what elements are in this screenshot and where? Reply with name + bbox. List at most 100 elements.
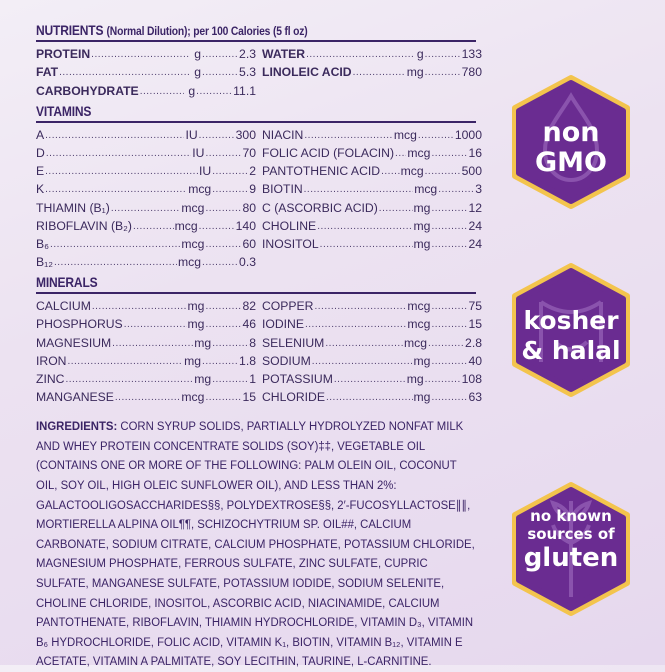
leader-dots [425,164,461,179]
nutrient-name: SELENIUM [262,335,325,350]
leader-dots [431,354,467,369]
leader-dots [431,219,467,234]
nutrient-row: BIOTIN mcg 3 [262,179,482,197]
nutrient-name: PHOSPHORUS [36,317,123,332]
leader-dots [202,354,238,369]
nutrient-value: 63 [468,390,482,405]
drop-icon [542,92,600,183]
nutrient-name: B₁₂ [36,255,53,270]
nutrient-row: POTASSIUM mg 108 [262,369,482,387]
nutrient-value: 1000 [454,127,482,142]
nutrient-name: PANTOTHENIC ACID [262,164,381,179]
leader-dots [65,372,193,387]
vitamins-right-col: NIACINmcg1000FOLIC ACID (FOLACIN)mcg16PA… [262,125,482,271]
nutrient-unit: mg [187,317,205,332]
leader-dots [381,164,400,179]
nutrient-value: 5.3 [239,65,256,80]
leader-dots [418,128,454,143]
nutrient-row: CHLORIDE mg 63 [262,387,482,405]
leader-dots [425,47,461,62]
nutrient-value: 46 [242,317,256,332]
leader-dots [45,128,184,143]
minerals-left-col: CALCIUMmg82PHOSPHORUSmg46MAGNESIUMmg8IRO… [36,296,256,405]
nutrient-value: 12 [468,200,482,215]
nutrient-row: MANGANESE mcg 15 [36,387,256,405]
nutrient-name: MAGNESIUM [36,335,112,350]
leader-dots [202,65,238,80]
nutrient-name: CHOLINE [262,218,317,233]
nutrient-value: 500 [461,164,482,179]
nutrient-name: A [36,127,45,142]
nutrient-value: 1 [249,372,256,386]
leader-dots [212,182,248,197]
nutrient-name: B₆ [36,236,50,251]
leader-dots [54,255,177,270]
nutrient-name: K [36,182,45,197]
leader-dots [115,390,181,405]
nutrient-row: PROTEIN g 2.3 [36,44,256,62]
nutrient-name: C (ASCORBIC ACID) [262,200,378,215]
nutrient-unit: g [194,47,202,62]
nutrient-name: POTASSIUM [262,372,333,386]
nutrient-unit: mg [194,372,212,386]
nutrient-name: BIOTIN [262,182,303,197]
leader-dots [50,237,180,252]
nutrient-value: 16 [468,145,482,160]
nutrient-name: COPPER [262,299,314,314]
nutrient-unit: mcg [181,236,205,251]
nutrient-value: 60 [242,236,256,251]
nutrient-value: 15 [242,390,256,405]
nutrient-name: INOSITOL [262,236,319,251]
nutrient-name: MANGANESE [36,390,114,405]
wheat-icon [549,500,593,597]
nutrients-header: NUTRIENTS (Normal Dilution); per 100 Cal… [36,22,414,38]
badge-line: no known [530,507,612,525]
nutrient-value: 9 [249,182,256,197]
nutrient-value: 75 [468,299,482,314]
nutrient-value: 40 [468,353,482,368]
nutrient-unit: mcg [407,145,431,160]
nutrient-name: ZINC [36,372,65,386]
leader-dots [326,390,413,405]
non-gmo-badge: non GMO [503,74,639,210]
nutrient-value: 133 [461,47,482,62]
leader-dots [320,237,413,252]
nutrients-title: NUTRIENTS [36,22,104,38]
leader-dots [45,182,187,197]
nutrient-name: E [36,164,45,179]
badge-line: & halal [521,336,621,365]
leader-dots [379,201,413,216]
nutrient-row: B₁₂ mcg 0.3 [36,252,256,270]
nutrient-row: RIBOFLAVIN (B₂) mcg 140 [36,216,256,234]
leader-dots [124,317,187,332]
leader-dots [92,299,187,314]
nutrition-panel: NUTRIENTS (Normal Dilution); per 100 Cal… [36,22,482,672]
nutrient-unit: mg [413,390,431,405]
badge-line: GMO [535,147,607,178]
nutrient-row: B₆ mcg 60 [36,234,256,252]
nutrient-value: 24 [468,218,482,233]
minerals-right-col: COPPERmcg75IODINEmcg15SELENIUMmcg2.8SODI… [262,296,482,405]
nutrient-row: SODIUM mg 40 [262,351,482,369]
leader-dots [205,317,241,332]
leader-dots [205,299,241,314]
nutrient-unit: g [194,65,202,80]
nutrient-value: 108 [461,372,482,386]
nutrient-unit: mg [413,218,431,233]
leader-dots [312,354,413,369]
nutrient-row: PANTOTHENIC ACID mcg 500 [262,161,482,179]
leader-dots [305,317,406,332]
leader-dots [205,237,241,252]
leader-dots [45,164,198,179]
leader-dots [425,65,461,80]
nutrient-unit: mcg [181,200,205,215]
nutrient-row: MAGNESIUM mg 8 [36,332,256,350]
nutrient-name: SODIUM [262,353,311,368]
vitamins-table: AIU300DIU70EIU2Kmcg9THIAMIN (B₁)mcg80RIB… [36,125,482,271]
nutrient-unit: IU [192,145,205,160]
nutrient-name: LINOLEIC ACID [262,65,352,80]
badge-line: gluten [523,543,619,573]
nutrient-row: CARBOHYDRATE g 11.1 [36,80,256,98]
nutrient-value: 140 [235,218,256,233]
nutrient-row: IODINE mcg 15 [262,314,482,332]
